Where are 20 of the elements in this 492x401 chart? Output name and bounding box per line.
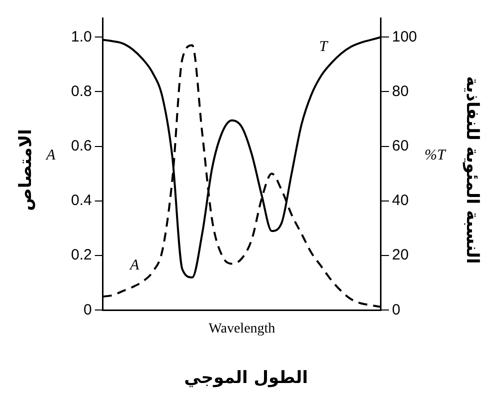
y2-tick-label: 80 [392,82,409,100]
y-tick-label: 0.8 [70,82,92,100]
text: الامتصاص [16,129,36,211]
y-tick-label: 1.0 [70,28,92,46]
y-tick-label: 0.2 [70,246,92,264]
y-axis-title: A [45,147,56,164]
y-tick-label: 0 [84,301,92,318]
text: الطول الموجي [184,368,308,388]
text: النسبة المئوية للنفاذية [462,76,482,264]
y-tick-label: 0.4 [70,192,92,210]
x-axis-title: Wavelength [208,321,276,336]
y-tick-label: 0.6 [70,137,92,154]
y2-tick-label: 40 [392,192,409,210]
y2-tick-label: 0 [392,301,400,318]
y2-tick-label: 100 [392,28,418,46]
series-label: A [129,257,140,274]
y2-tick-label: 20 [392,246,409,264]
y2-tick-label: 60 [392,137,409,154]
series-label: T [319,38,330,55]
y2-axis-title: %T [424,147,448,164]
